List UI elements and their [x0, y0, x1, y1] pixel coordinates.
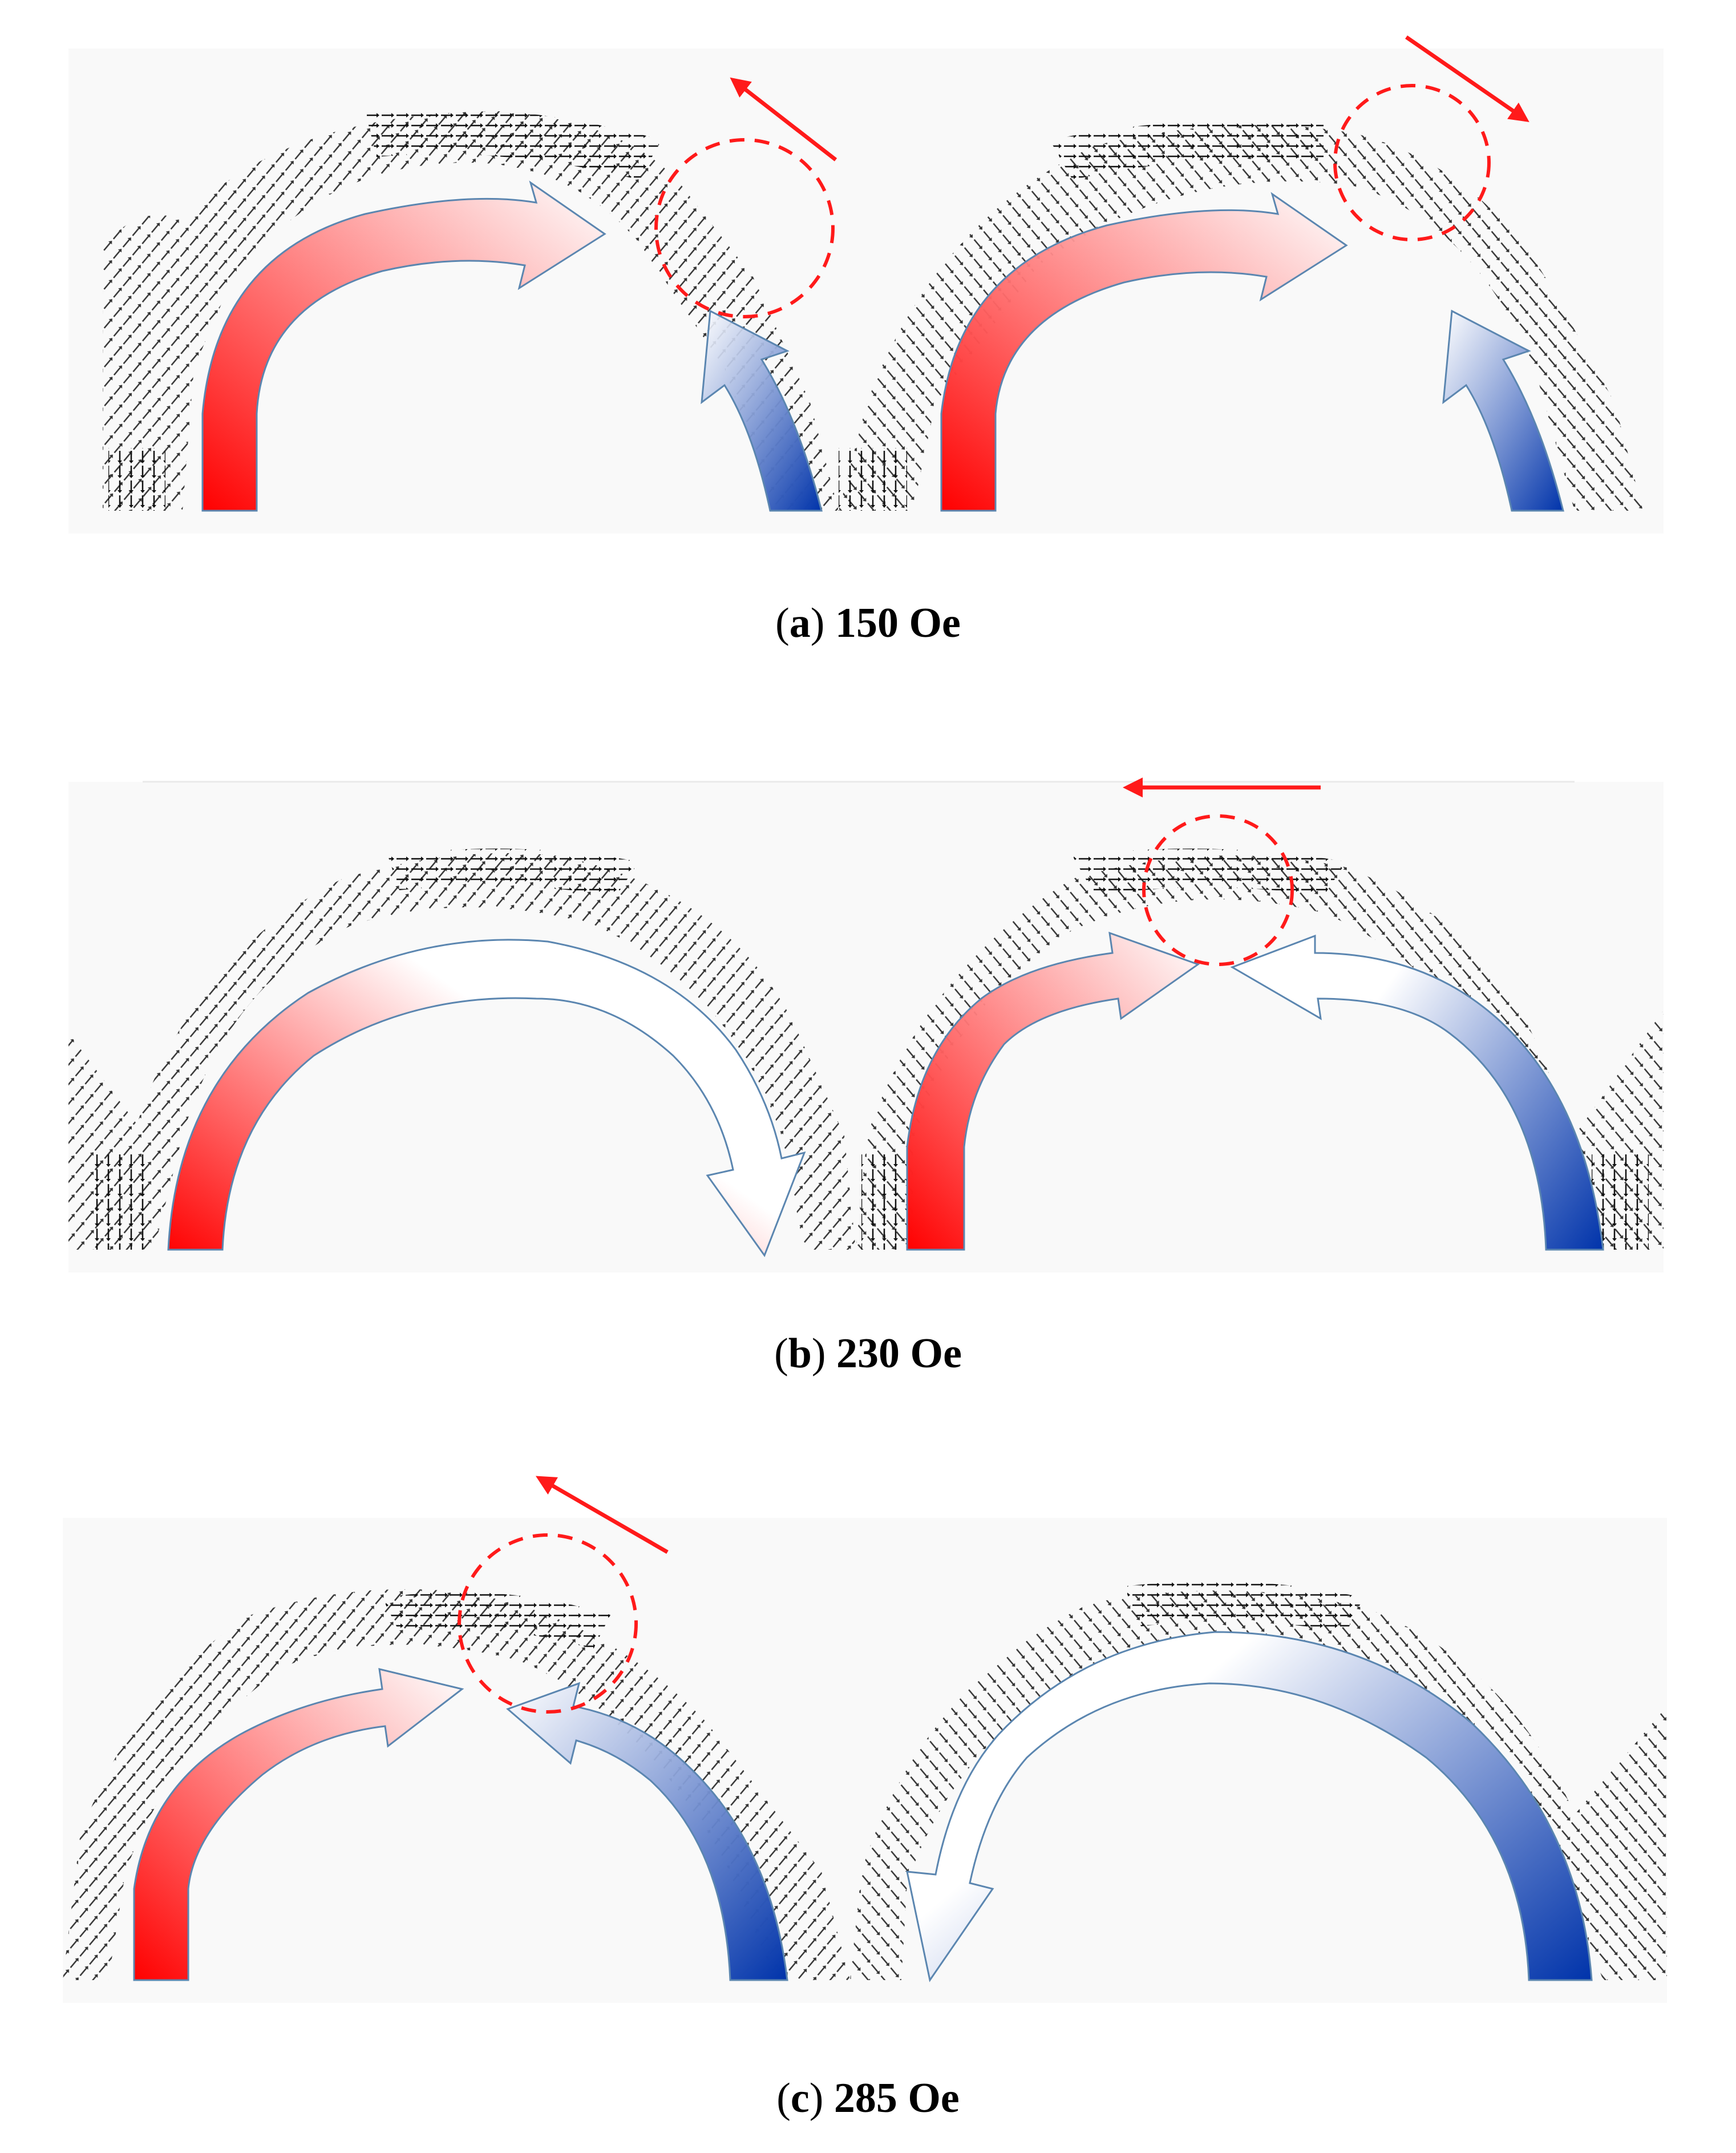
- blue-magnetization-arrow: [1442, 309, 1564, 512]
- red-magnetization-arrow: [133, 1668, 464, 1981]
- panel-b-svg: [68, 777, 1664, 1273]
- red-magnetization-arrow: [167, 939, 806, 1258]
- red-magnetization-arrow: [940, 192, 1348, 512]
- spin-band: [856, 855, 1664, 1250]
- blue-magnetization-arrow: [906, 1631, 1593, 1982]
- red-arrow-icon: [730, 77, 837, 161]
- caption-c: (c) 285 Oe: [776, 2075, 960, 2122]
- panel-a-svg: [68, 35, 1664, 534]
- blue-magnetization-arrow: [506, 1682, 788, 1981]
- panel-c-svg: [63, 1476, 1667, 2003]
- caption-b: (b) 230 Oe: [774, 1330, 962, 1377]
- dashed-circle-icon: [654, 138, 835, 318]
- caption-letter: a: [789, 600, 811, 647]
- caption-field-label: 150 Oe: [835, 600, 961, 647]
- panel-a-diagram: [68, 35, 1664, 534]
- caption-field-label: 230 Oe: [836, 1330, 962, 1377]
- caption-letter: c: [790, 2075, 810, 2122]
- spin-band: [63, 1589, 850, 1980]
- blue-magnetization-arrow: [1230, 934, 1604, 1251]
- spin-band: [103, 111, 839, 511]
- red-arrow-icon: [535, 1476, 669, 1554]
- caption-letter: b: [788, 1330, 812, 1377]
- dashed-circle-icon: [1333, 84, 1491, 241]
- spin-band: [839, 125, 1643, 511]
- red-magnetization-arrow: [201, 180, 606, 512]
- caption-a: (a) 150 Oe: [775, 600, 961, 647]
- red-arrow-icon: [1405, 35, 1529, 122]
- dashed-circle-icon: [458, 1533, 638, 1714]
- caption-field-label: 285 Oe: [833, 2075, 960, 2122]
- panel-c-diagram: [63, 1476, 1667, 2003]
- red-magnetization-arrow: [906, 931, 1200, 1251]
- spin-band: [68, 853, 856, 1250]
- dashed-circle-icon: [1142, 814, 1294, 966]
- blue-magnetization-arrow: [701, 309, 823, 512]
- panel-b-diagram: [68, 777, 1664, 1273]
